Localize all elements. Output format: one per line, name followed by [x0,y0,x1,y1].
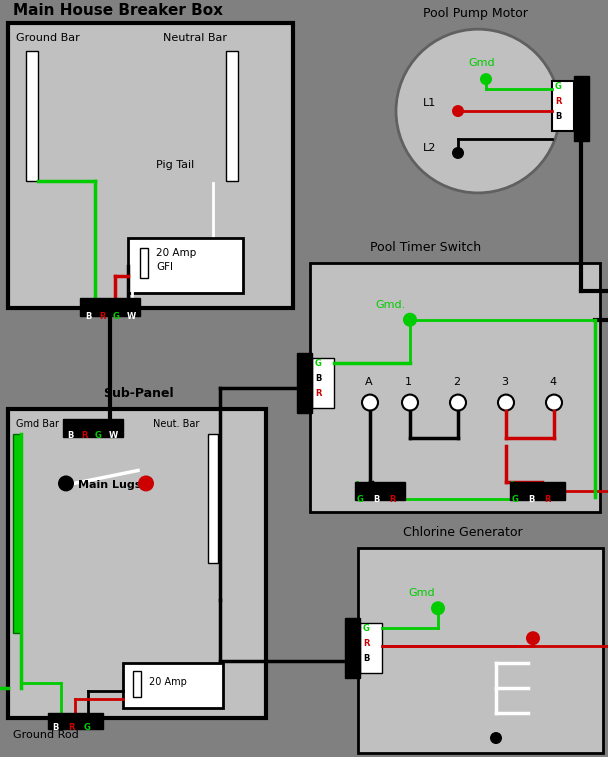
Bar [133,671,141,697]
Text: Neutral Bar: Neutral Bar [163,33,227,43]
Text: R: R [315,388,322,397]
Text: B: B [67,431,74,440]
Text: W: W [127,312,136,321]
Text: B: B [52,723,58,732]
Bar [26,51,38,181]
Text: B: B [315,374,322,382]
Text: Pool Pump Motor: Pool Pump Motor [423,8,528,20]
Bar [355,482,405,500]
Text: 20 Amp: 20 Amp [149,677,187,687]
Bar [208,434,218,563]
Bar [574,76,589,141]
Text: Gmd: Gmd [468,58,495,68]
Text: G: G [95,431,102,440]
Circle shape [452,105,464,117]
Text: Gmd.: Gmd. [375,300,406,310]
Text: R: R [544,495,550,504]
Bar [297,353,312,413]
Text: A: A [365,376,373,387]
Text: Gmd Bar: Gmd Bar [16,419,59,428]
Text: G: G [363,625,370,633]
Text: Ground Rod: Ground Rod [13,730,79,740]
Text: 3: 3 [501,376,508,387]
Bar [63,419,123,437]
Bar [8,23,293,308]
Text: G: G [555,82,562,91]
Text: Chlorine Generator: Chlorine Generator [403,526,523,539]
Circle shape [396,30,560,193]
Text: G: G [84,723,91,732]
Bar [312,357,334,407]
Text: Pig Tail: Pig Tail [156,160,194,170]
Bar [48,713,103,729]
Circle shape [450,394,466,410]
Text: G: G [512,495,519,504]
Circle shape [431,601,445,615]
Text: Neut. Bar: Neut. Bar [153,419,199,428]
Text: G: G [113,312,120,321]
Circle shape [138,475,154,491]
Text: R: R [68,723,75,732]
Bar [552,81,574,131]
Text: R: R [555,97,562,106]
Circle shape [362,394,378,410]
Text: W: W [109,431,118,440]
Text: B: B [373,495,379,504]
Text: L1: L1 [423,98,437,108]
Circle shape [402,394,418,410]
Bar [13,434,21,633]
Text: G: G [357,495,364,504]
Text: R: R [389,495,395,504]
Circle shape [58,475,74,491]
Text: Ground Bar: Ground Bar [16,33,80,43]
Circle shape [546,394,562,410]
Text: R: R [99,312,106,321]
Circle shape [498,394,514,410]
Bar [128,238,243,293]
Text: B: B [555,112,561,121]
Text: 1: 1 [405,376,412,387]
Bar [123,663,223,708]
Circle shape [480,73,492,85]
Text: Sub-Panel: Sub-Panel [103,387,174,400]
Text: B: B [363,654,370,663]
Bar [310,263,600,512]
Text: 2: 2 [453,376,460,387]
Text: Pool Timer Switch: Pool Timer Switch [370,241,481,254]
Bar [8,409,266,718]
Text: B: B [528,495,534,504]
Bar [345,618,360,678]
Text: L2: L2 [423,143,437,153]
Text: Main House Breaker Box: Main House Breaker Box [13,3,223,18]
Text: Main Lugs: Main Lugs [78,481,142,491]
Circle shape [452,147,464,159]
Text: 20 Amp: 20 Amp [156,248,196,258]
Bar [358,548,603,753]
Text: G: G [315,359,322,368]
Text: Gmd: Gmd [408,588,435,598]
Bar [360,623,382,673]
Bar [510,482,565,500]
Bar [80,298,140,316]
Circle shape [403,313,417,327]
Text: R: R [81,431,88,440]
Text: 4: 4 [549,376,556,387]
Circle shape [490,732,502,744]
Bar [226,51,238,181]
Text: B: B [85,312,91,321]
Circle shape [526,631,540,645]
Text: GFI: GFI [156,262,173,272]
Bar [140,248,148,278]
Text: R: R [363,639,370,648]
